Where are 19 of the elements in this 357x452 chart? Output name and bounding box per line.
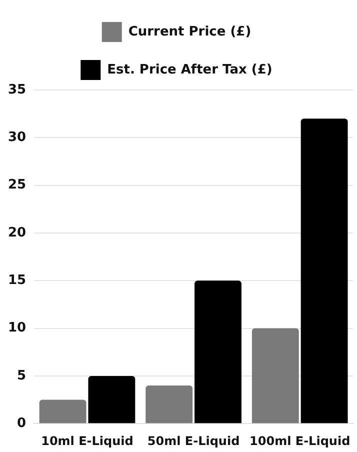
y-tick-label: 15	[8, 273, 26, 288]
bar	[146, 385, 193, 424]
bar	[194, 280, 242, 424]
y-tick-label: 20	[8, 225, 26, 240]
bar	[300, 118, 348, 424]
bar	[88, 376, 136, 424]
x-tick-label: 10ml E-Liquid	[41, 434, 134, 448]
y-tick-label: 10	[8, 320, 26, 336]
legend-label: Est. Price After Tax (£)	[107, 62, 272, 78]
y-tick-label: 25	[8, 178, 26, 193]
legend-label: Current Price (£)	[128, 24, 252, 40]
bar	[39, 400, 86, 424]
y-tick-label: 5	[17, 368, 26, 384]
y-tick-label: 0	[17, 416, 26, 431]
x-tick-label: 100ml E-Liquid	[250, 434, 350, 448]
x-tick-label: 50ml E-Liquid	[147, 434, 240, 448]
y-tick-label: 30	[8, 130, 26, 146]
y-tick-label: 35	[8, 82, 26, 98]
bar	[252, 328, 299, 424]
